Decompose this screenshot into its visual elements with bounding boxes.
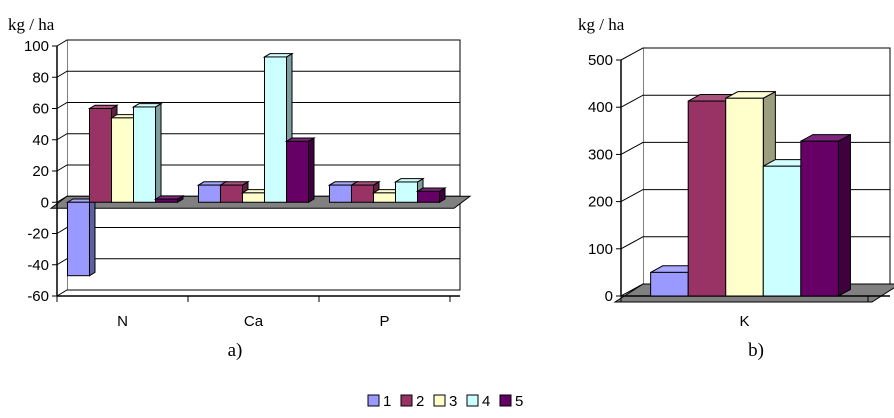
gridline [56,289,460,297]
bar-front [88,108,112,203]
panel-caption: b) [748,340,764,361]
bar-front [328,184,352,203]
bar-front [264,56,288,203]
y-tick-label: -60 [27,288,49,305]
panel-caption: a) [228,340,243,361]
bar-front [725,97,764,297]
legend-swatch [499,394,512,407]
chart-b: 0 100 200 300 400 500 Kkg / ha b) [578,15,894,361]
y-tick-label: 0 [605,288,613,305]
bar-front [155,198,179,203]
bar-front [110,117,135,203]
bar-p-series-5 [415,187,447,204]
y-tick-label: 100 [24,38,49,55]
bar-front [800,140,839,297]
bar-front [286,140,310,203]
bar-ca-series-5 [284,137,316,204]
gridline [56,133,460,141]
gridline [56,102,460,109]
legend-item-4: 4 [466,393,490,410]
legend-item-1: 1 [367,393,391,410]
bar-front [417,190,441,203]
category-label: N [117,313,128,330]
legend-label: 5 [515,393,523,410]
legend-label: 3 [449,393,457,410]
y-tick-label: 200 [588,194,613,211]
y-tick-label: 400 [588,99,613,116]
legend-swatch [466,394,479,407]
y-tick-label: -40 [27,257,49,274]
bar-front [241,192,266,203]
bar-side [155,102,162,204]
chart-a: -60 -40 -20 0 20 40 60 80 100 N Ca Pkg / ha a) [8,15,472,361]
bar-n-series-4 [131,102,163,204]
bar-front [762,165,802,297]
bar-front [66,201,90,277]
bar-k-series-5 [800,133,851,297]
legend-item-3: 3 [433,393,457,410]
bar-side [88,198,96,277]
legend-swatch [400,394,413,407]
legend: 1 2 3 4 5 [367,393,523,410]
bar-front [687,100,727,297]
bar-n-series-1 [65,198,97,277]
bar-front [372,192,397,203]
y-tick-label: 20 [32,163,49,180]
bar-side [308,137,315,204]
y-axis-label: kg / ha [578,15,625,34]
y-tick-label: 100 [588,241,613,258]
legend-item-2: 2 [400,393,424,410]
bar-front [197,184,221,203]
y-axis-label: kg / ha [8,15,55,34]
bar-front [650,271,689,297]
gridline [56,39,460,47]
bar-side [837,133,851,297]
y-tick-label: 500 [588,52,613,69]
bar-front [133,106,157,203]
legend-swatch [367,394,380,407]
y-tick-label: 0 [41,194,49,211]
category-label: P [379,313,389,330]
category-label: K [739,313,749,330]
gridline [56,70,460,78]
legend-label: 1 [383,393,391,410]
bar-n-series-5 [153,194,185,204]
legend-swatch [433,394,446,407]
gridline [620,94,890,108]
gridline [620,47,890,61]
y-tick-label: 300 [588,146,613,163]
bar-front [219,184,243,203]
y-tick-label: 40 [32,132,49,149]
legend-label: 4 [482,393,490,410]
gridline [56,164,460,172]
y-tick-label: -20 [27,226,49,243]
y-tick-label: 60 [32,101,49,118]
legend-item-5: 5 [499,393,523,410]
category-label: Ca [244,313,264,330]
y-tick-label: 80 [32,69,49,86]
bar-front [395,181,419,203]
bar-front [350,184,374,203]
plot-side-wall [621,48,643,296]
legend-label: 2 [416,393,424,410]
